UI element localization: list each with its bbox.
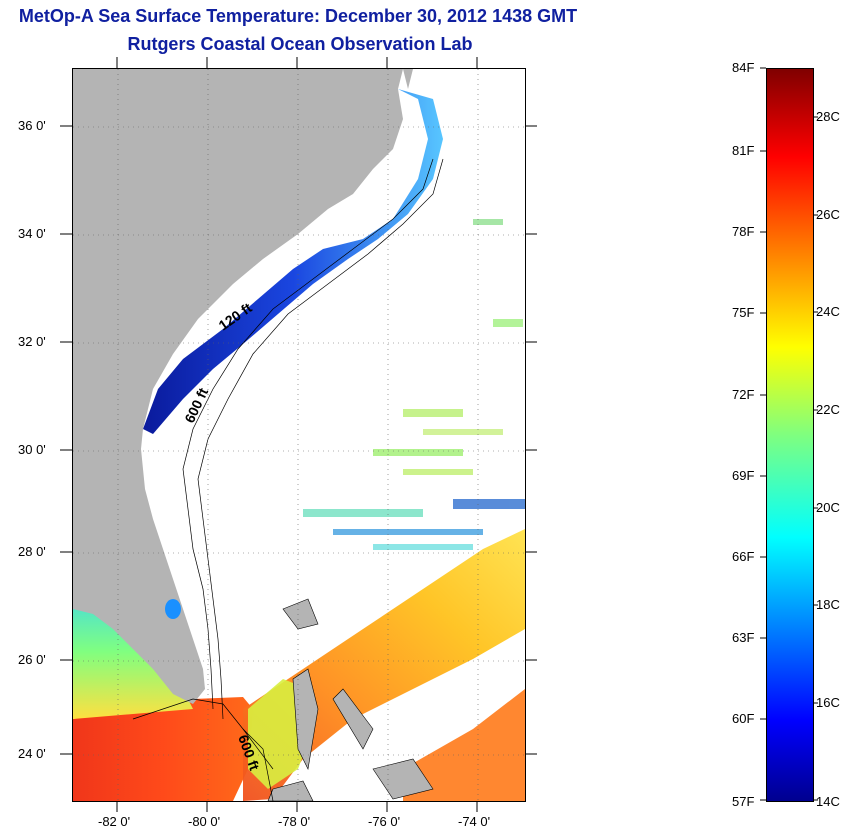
- lat-label-36: 36 0': [18, 118, 46, 133]
- cb-c-label-14: 14C: [816, 794, 840, 809]
- map-panel: 120 ft 600 ft 600 ft: [72, 68, 526, 802]
- lon-label-78: -78 0': [278, 814, 311, 829]
- cb-c-label-28: 28C: [816, 109, 840, 124]
- cb-f-label-60: 60F: [732, 711, 755, 726]
- colorbar-gradient: [767, 69, 813, 801]
- isobath-lines: [132, 158, 444, 801]
- scattered-ocean-patches: [303, 219, 525, 550]
- lat-label-30: 30 0': [18, 442, 46, 457]
- lat-label-28: 28 0': [18, 544, 46, 559]
- figure-title: MetOp-A Sea Surface Temperature: Decembe…: [18, 6, 578, 26]
- cb-c-label-22: 22C: [816, 402, 840, 417]
- cb-f-label-72: 72F: [732, 387, 755, 402]
- cb-c-label-18: 18C: [816, 597, 840, 612]
- coastal-cold-water: [143, 89, 443, 434]
- cb-f-label-75: 75F: [732, 305, 755, 320]
- lat-label-34: 34 0': [18, 226, 46, 241]
- lat-label-32: 32 0': [18, 334, 46, 349]
- lon-label-74: -74 0': [458, 814, 491, 829]
- lake-okeechobee: [165, 599, 181, 619]
- figure-subtitle: Rutgers Coastal Ocean Observation Lab: [127, 34, 473, 54]
- outer-banks-land: [403, 69, 413, 89]
- colorbar: [766, 68, 814, 802]
- southeast-warm-patch: [403, 689, 525, 801]
- lat-label-24: 24 0': [18, 746, 46, 761]
- cb-c-label-20: 20C: [816, 500, 840, 515]
- lat-label-26: 26 0': [18, 652, 46, 667]
- cb-f-label-81: 81F: [732, 143, 755, 158]
- cb-f-label-66: 66F: [732, 549, 755, 564]
- us-mainland-land: [73, 69, 403, 704]
- cb-c-label-26: 26C: [816, 207, 840, 222]
- lon-label-82: -82 0': [98, 814, 131, 829]
- cb-f-label-78: 78F: [732, 224, 755, 239]
- cb-c-label-24: 24C: [816, 304, 840, 319]
- map-canvas: 120 ft 600 ft 600 ft: [73, 69, 525, 801]
- graticule: [73, 69, 525, 801]
- cb-f-label-69: 69F: [732, 468, 755, 483]
- cb-f-label-63: 63F: [732, 630, 755, 645]
- cb-f-label-57: 57F: [732, 794, 755, 809]
- lon-label-76: -76 0': [368, 814, 401, 829]
- lon-label-80: -80 0': [188, 814, 221, 829]
- cb-c-label-16: 16C: [816, 695, 840, 710]
- cb-f-label-84: 84F: [732, 60, 755, 75]
